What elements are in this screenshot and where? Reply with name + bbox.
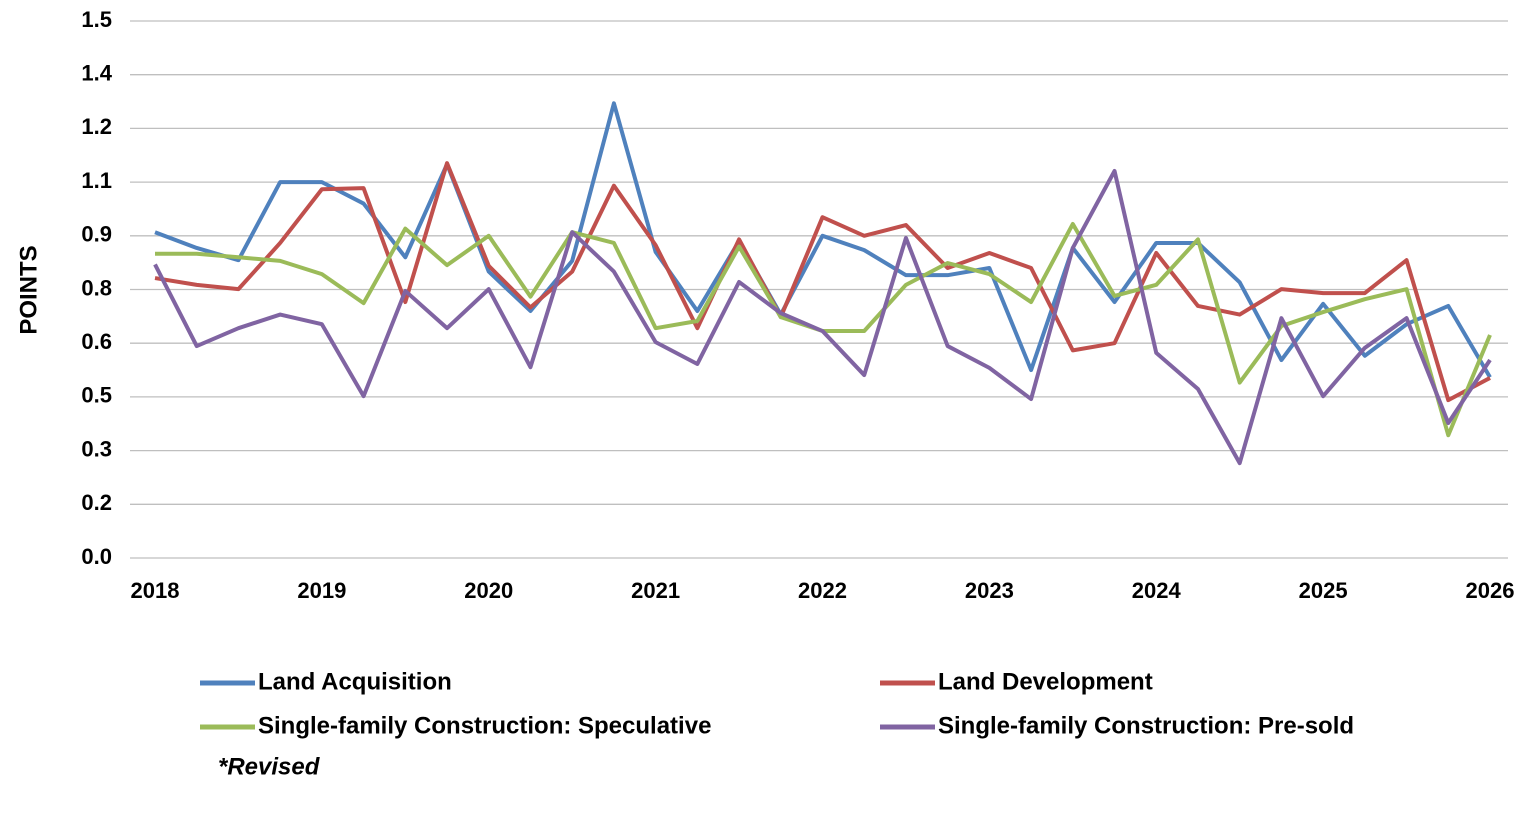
x-tick-label: 2018 bbox=[131, 578, 180, 603]
x-tick-label: 2024 bbox=[1132, 578, 1182, 603]
y-tick-label: 0.3 bbox=[81, 436, 112, 461]
y-tick-label: 1.1 bbox=[81, 168, 112, 193]
x-tick-label: 2019 bbox=[297, 578, 346, 603]
legend-label: Single-family Construction: Speculative bbox=[258, 712, 711, 739]
y-tick-label: 0.9 bbox=[81, 222, 112, 247]
y-tick-label: 0.5 bbox=[81, 383, 112, 408]
x-tick-label: 2025 bbox=[1299, 578, 1348, 603]
x-tick-label: 2023 bbox=[965, 578, 1014, 603]
y-axis-label: POINTS bbox=[15, 245, 42, 334]
legend-label: Land Development bbox=[938, 668, 1153, 695]
legend-label: Single-family Construction: Pre-sold bbox=[938, 712, 1354, 739]
y-tick-label: 0.0 bbox=[81, 544, 112, 569]
series-line bbox=[153, 169, 1492, 466]
x-tick-label: 2026 bbox=[1466, 578, 1515, 603]
y-tick-label: 1.5 bbox=[81, 7, 112, 32]
legend-label: Land Acquisition bbox=[258, 668, 452, 695]
y-tick-label: 1.2 bbox=[81, 114, 112, 139]
x-tick-label: 2020 bbox=[464, 578, 513, 603]
y-tick-label: 1.4 bbox=[81, 61, 112, 86]
y-tick-label: 0.8 bbox=[81, 275, 112, 300]
y-tick-label: 0.2 bbox=[81, 490, 112, 515]
y-tick-label: 0.6 bbox=[81, 329, 112, 354]
note: *Revised bbox=[218, 753, 321, 780]
x-tick-label: 2021 bbox=[631, 578, 680, 603]
x-tick-label: 2022 bbox=[798, 578, 847, 603]
series-line bbox=[154, 161, 1491, 403]
